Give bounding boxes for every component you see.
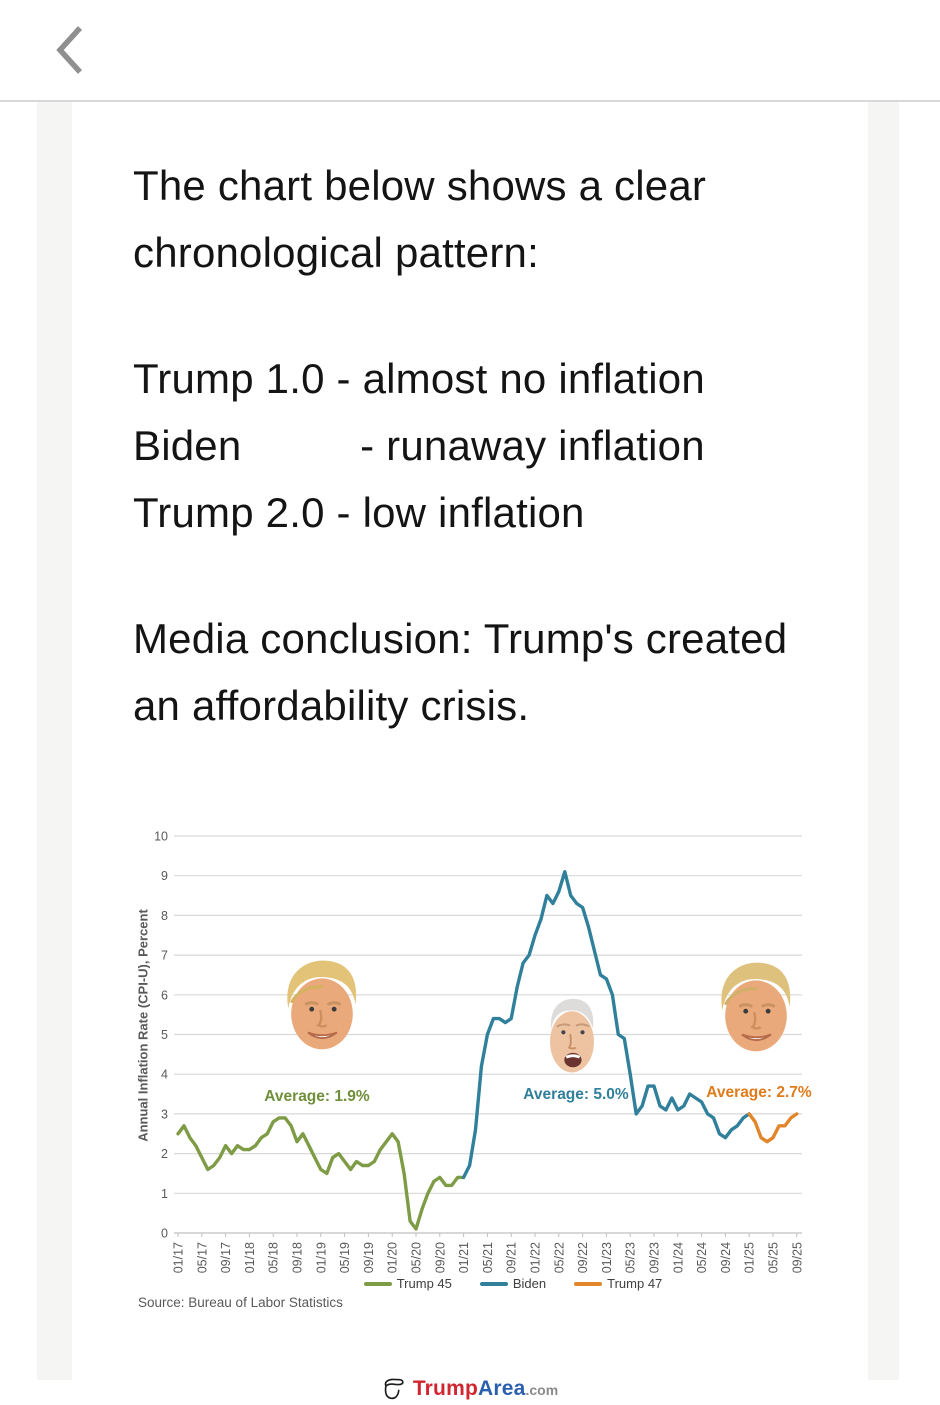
x-tick-label: 09/21 bbox=[505, 1242, 519, 1273]
x-tick-label: 05/25 bbox=[767, 1242, 781, 1273]
brand-suffix: .com bbox=[525, 1381, 559, 1398]
series-line-trump-47 bbox=[747, 1112, 799, 1144]
legend-label: Trump 45 bbox=[396, 1276, 452, 1291]
average-annotation-trump47: Average: 2.7% bbox=[706, 1084, 812, 1101]
y-tick-label: 2 bbox=[161, 1147, 168, 1161]
legend-swatch-trump45 bbox=[363, 1281, 392, 1286]
x-tick-label: 09/18 bbox=[291, 1242, 305, 1273]
x-tick-label: 01/19 bbox=[314, 1242, 328, 1273]
y-tick-label: 6 bbox=[161, 988, 168, 1002]
y-tick-label: 9 bbox=[161, 869, 168, 883]
x-tick-label: 09/19 bbox=[362, 1242, 376, 1273]
x-tick-label: 05/22 bbox=[552, 1242, 566, 1273]
text-line: chronological pattern: bbox=[133, 229, 539, 276]
x-tick-label: 05/18 bbox=[267, 1242, 281, 1273]
y-tick-label: 7 bbox=[161, 949, 168, 963]
x-tick-label: 01/18 bbox=[243, 1242, 257, 1273]
text-line: Trump 1.0 - almost no inflation bbox=[133, 355, 705, 402]
text-line: an affordability crisis. bbox=[133, 682, 530, 729]
text-line: Media conclusion: Trump's created bbox=[133, 615, 788, 662]
brand-text: Trump Area .com bbox=[413, 1377, 558, 1401]
average-annotation-biden: Average: 5.0% bbox=[523, 1086, 629, 1103]
paragraph: The chart below shows a clear chronologic… bbox=[133, 152, 848, 286]
trump-45-face-image bbox=[287, 960, 357, 1050]
y-tick-label: 3 bbox=[161, 1107, 168, 1121]
x-tick-label: 01/25 bbox=[743, 1242, 757, 1273]
x-tick-label: 09/23 bbox=[648, 1242, 662, 1273]
y-tick-label: 1 bbox=[161, 1187, 168, 1201]
legend-swatch-trump47 bbox=[574, 1281, 603, 1286]
average-annotation-trump45: Average: 1.9% bbox=[264, 1088, 370, 1105]
legend-item-biden: Biden bbox=[479, 1276, 547, 1291]
trump-hair-profile-icon bbox=[384, 1378, 404, 1399]
post-text: The chart below shows a clear chronologic… bbox=[133, 152, 848, 798]
chart-legend: Trump 45 Biden Trump 47 bbox=[168, 1276, 858, 1291]
chart-source: Source: Bureau of Labor Statistics bbox=[138, 1295, 343, 1310]
chevron-left-icon bbox=[56, 26, 83, 74]
x-tick-label: 01/22 bbox=[529, 1242, 543, 1273]
x-tick-label: 05/23 bbox=[624, 1242, 638, 1273]
x-tick-label: 05/17 bbox=[195, 1242, 209, 1273]
series-line-biden bbox=[461, 870, 751, 1180]
paragraph: Trump 1.0 - almost no inflation Biden - r… bbox=[133, 345, 848, 546]
x-tick-label: 05/19 bbox=[338, 1242, 352, 1273]
text-line: Biden - runaway inflation bbox=[133, 422, 705, 469]
trump-47-face-image bbox=[721, 962, 791, 1052]
x-tick-label: 09/24 bbox=[719, 1242, 733, 1273]
y-tick-label: 0 bbox=[161, 1227, 168, 1241]
text-line: The chart below shows a clear bbox=[133, 162, 707, 209]
post-card: The chart below shows a clear chronologic… bbox=[72, 102, 868, 1380]
x-tick-label: 01/17 bbox=[172, 1242, 186, 1273]
inflation-chart: 0 1 2 3 4 5 6 7 8 9 10 01/17 05/17 09/17 01/18 05/18 09/… bbox=[130, 815, 830, 1335]
brand-first: Trump bbox=[412, 1376, 478, 1400]
legend-swatch-biden bbox=[479, 1281, 508, 1286]
legend-label: Trump 47 bbox=[607, 1276, 663, 1291]
x-tick-label: 05/20 bbox=[410, 1242, 424, 1273]
brand-second: Area bbox=[477, 1376, 526, 1400]
x-tick-label: 09/22 bbox=[576, 1242, 590, 1273]
chart-canvas: 0 1 2 3 4 5 6 7 8 9 10 01/17 05/17 09/17 01/18 05/18 09/… bbox=[154, 830, 804, 1274]
x-tick-label: 09/20 bbox=[433, 1242, 447, 1273]
legend-item-trump47: Trump 47 bbox=[574, 1276, 662, 1291]
y-tick-label: 4 bbox=[161, 1068, 168, 1082]
legend-item-trump45: Trump 45 bbox=[363, 1276, 452, 1291]
y-tick-label: 8 bbox=[161, 909, 168, 923]
y-tick-label: 10 bbox=[154, 830, 168, 844]
footer-brand-link[interactable]: Trump Area .com bbox=[0, 1372, 940, 1405]
legend-label: Biden bbox=[512, 1276, 547, 1291]
top-bar bbox=[0, 0, 940, 102]
x-tick-label: 05/24 bbox=[695, 1242, 709, 1273]
y-tick-label: 5 bbox=[161, 1028, 168, 1042]
x-tick-label: 09/25 bbox=[790, 1242, 804, 1273]
paragraph: Media conclusion: Trump's created an affo… bbox=[133, 605, 848, 739]
x-tick-label: 01/21 bbox=[457, 1242, 471, 1273]
x-tick-label: 09/17 bbox=[219, 1242, 233, 1273]
back-button[interactable] bbox=[48, 20, 92, 80]
x-tick-label: 01/20 bbox=[386, 1242, 400, 1273]
series-line-trump-45 bbox=[176, 1116, 466, 1231]
x-tick-label: 01/24 bbox=[671, 1242, 685, 1273]
y-axis-title: Annual Inflation Rate (CPI-U), Percent bbox=[135, 909, 151, 1142]
biden-face-image bbox=[550, 998, 594, 1073]
text-line: Trump 2.0 - low inflation bbox=[133, 489, 585, 536]
x-tick-label: 05/21 bbox=[481, 1242, 495, 1273]
x-tick-label: 01/23 bbox=[600, 1242, 614, 1273]
